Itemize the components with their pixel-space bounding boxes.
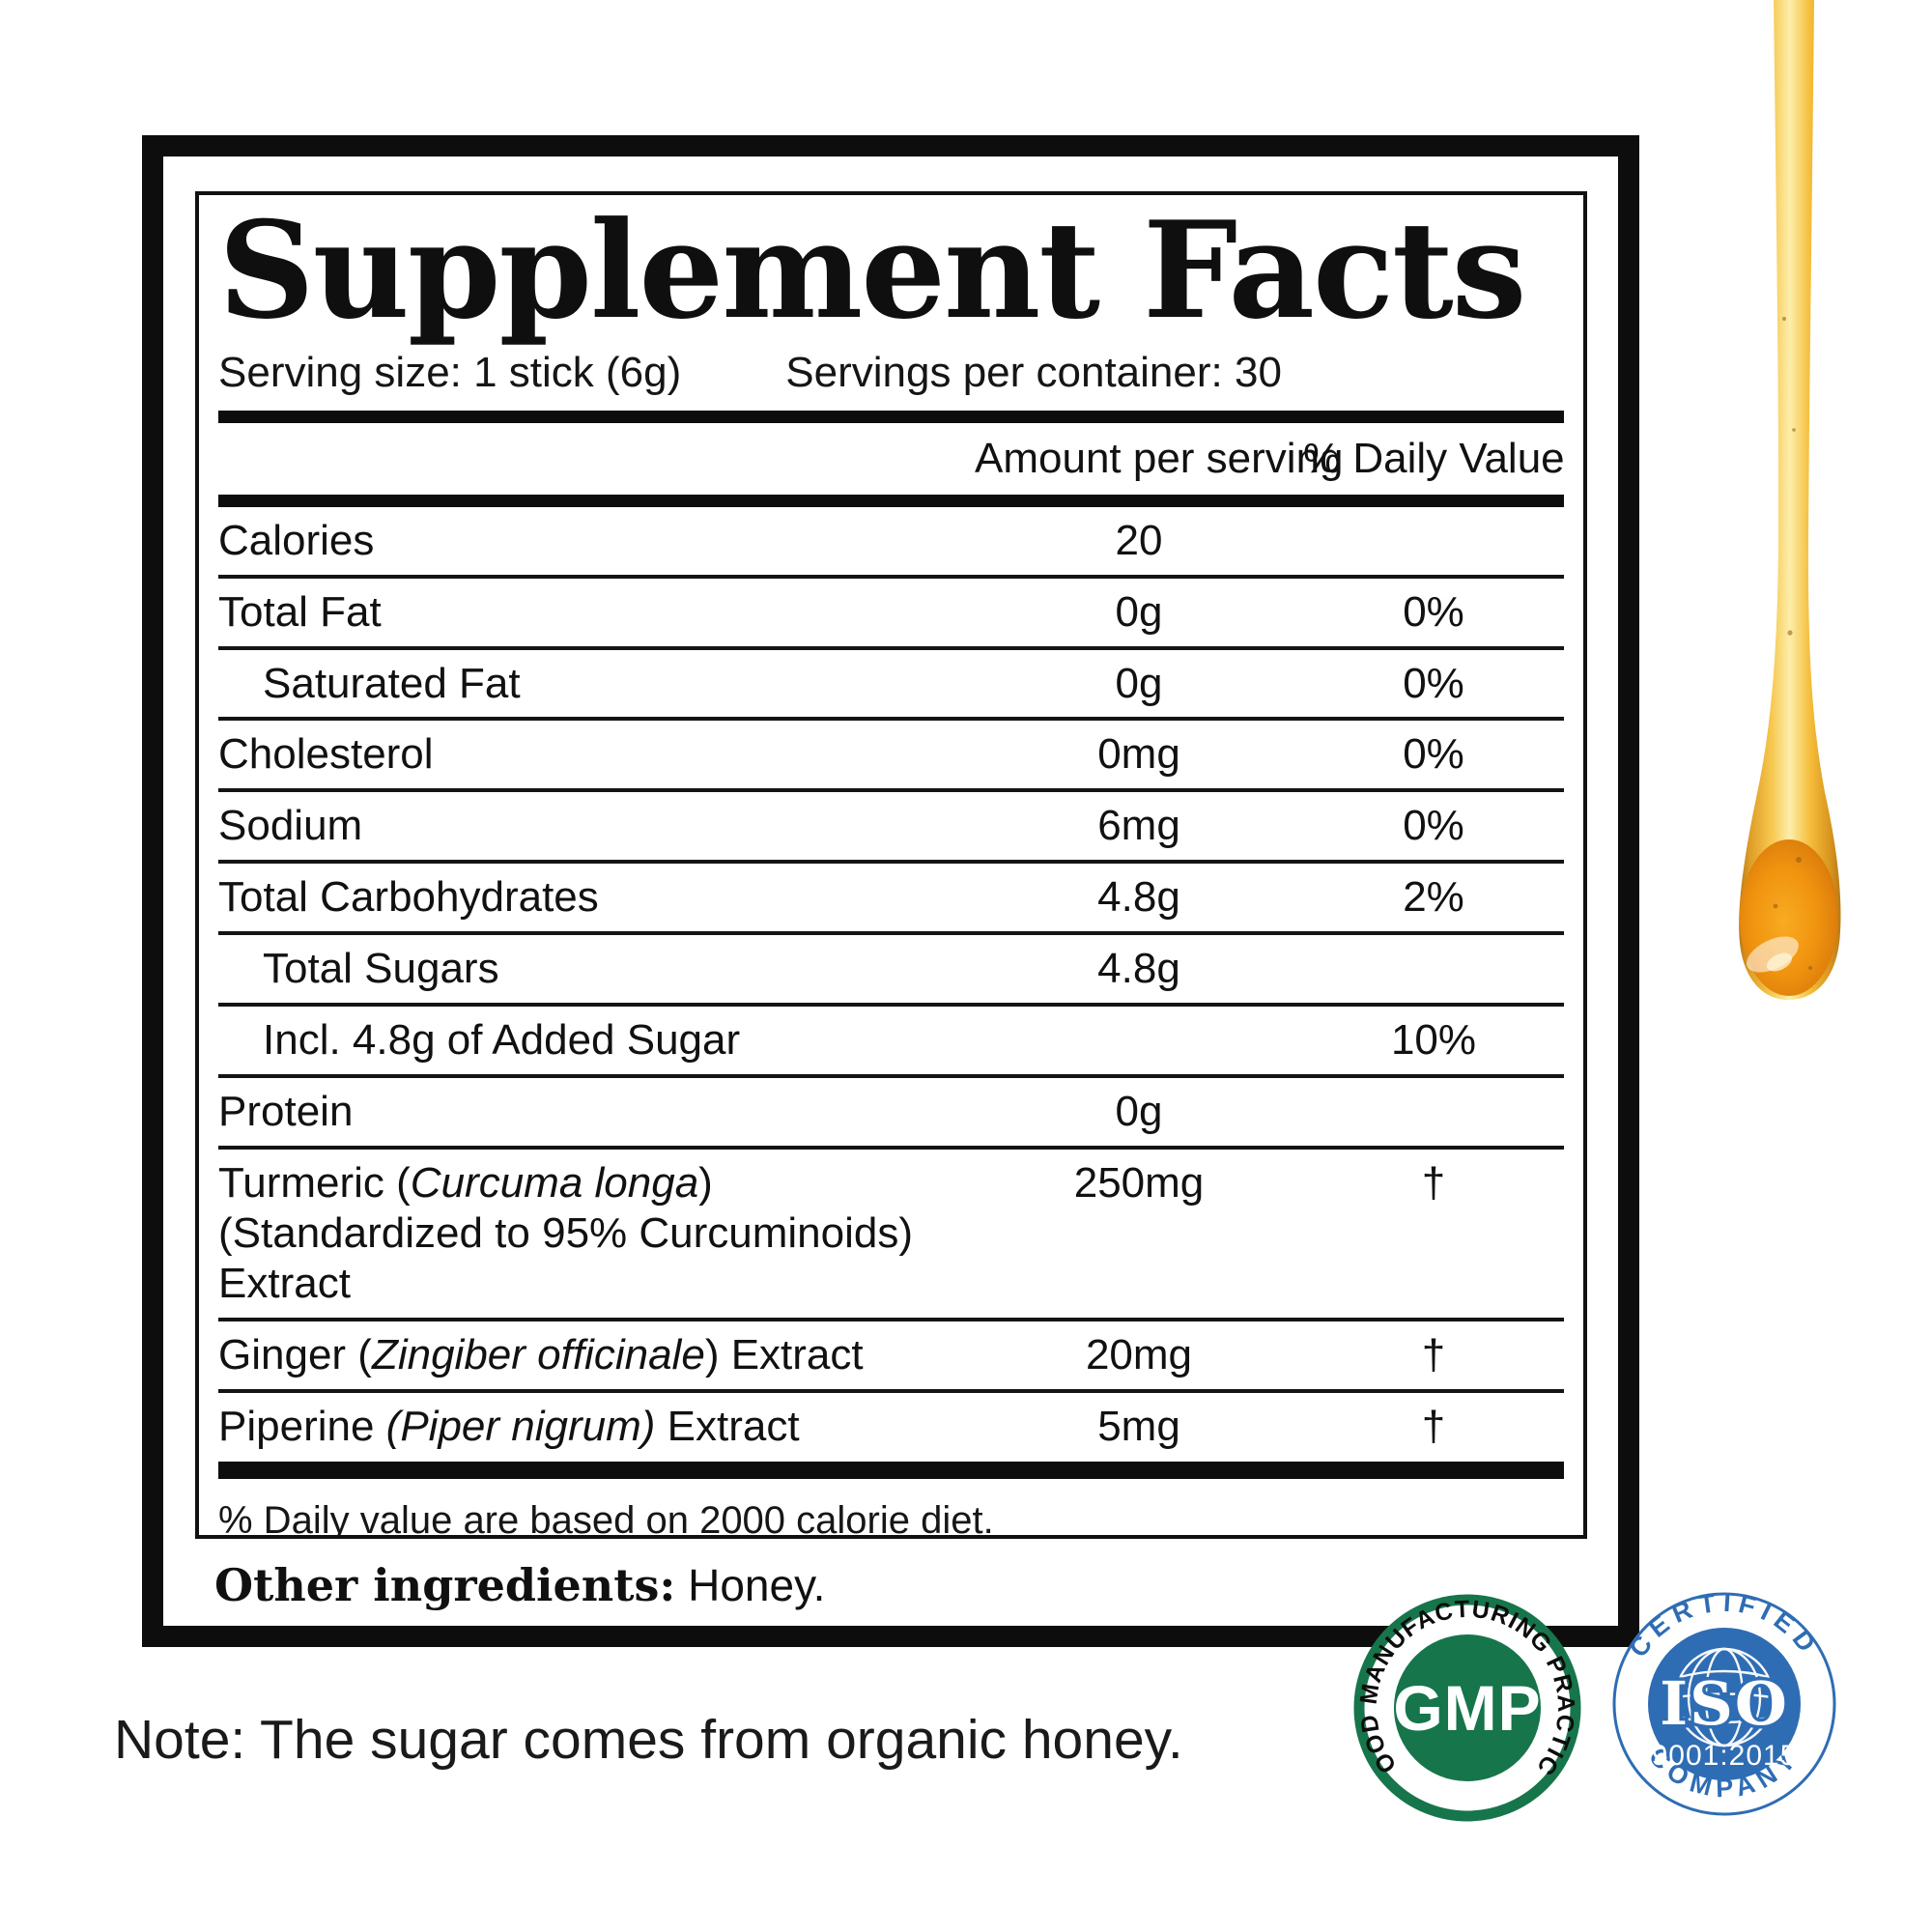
column-header-amount: Amount per serving: [975, 434, 1344, 482]
row-daily-value: †: [1421, 1158, 1446, 1207]
row-label: Total Carbohydrates: [218, 873, 599, 922]
row-label: Calories: [218, 516, 375, 564]
row-label: Turmeric (Curcuma longa) (Standardized t…: [218, 1158, 914, 1307]
row-amount: 0g: [1115, 659, 1163, 707]
row-label: Protein: [218, 1088, 354, 1135]
row-daily-value: †: [1421, 1330, 1446, 1378]
serving-info: Serving size: 1 stick (6g) Servings per …: [218, 349, 1564, 397]
other-ingredients-label: Other ingredients:: [214, 1559, 676, 1611]
iso-badge: CERTIFIED COMPANY ISO 9001:2015: [1612, 1589, 1836, 1816]
footnote-dv-basis: % Daily value are based on 2000 calorie …: [218, 1499, 994, 1539]
table-row: Total Fat 0g 0%: [218, 579, 1564, 646]
table-row: Cholesterol 0mg 0%: [218, 721, 1564, 788]
row-label: Piperine (Piper nigrum) Extract: [218, 1402, 800, 1450]
separator: [218, 574, 1564, 579]
row-amount: 250mg: [1073, 1158, 1205, 1207]
separator: [218, 788, 1564, 793]
row-amount: 4.8g: [1097, 945, 1180, 993]
label-title: Supplement Facts: [218, 191, 1526, 349]
separator: [218, 860, 1564, 865]
row-amount: 5mg: [1097, 1402, 1180, 1450]
row-amount: 20mg: [1085, 1330, 1193, 1378]
row-daily-value: 0%: [1403, 730, 1464, 779]
facts-table: Calories 20 Total Fat 0g 0% Saturated Fat 0g 0%…: [218, 507, 1564, 1461]
servings-per-container: Servings per container: 30: [785, 348, 1282, 396]
table-row: Protein 0g: [218, 1078, 1564, 1146]
gmp-center-text: GMP: [1393, 1672, 1541, 1744]
row-amount: 0mg: [1097, 730, 1180, 779]
row-label: Incl. 4.8g of Added Sugar: [263, 1016, 741, 1065]
separator: [218, 1074, 1564, 1078]
row-daily-value: 2%: [1403, 873, 1464, 922]
table-row: Calories 20: [218, 507, 1564, 575]
other-ingredients-value: Honey.: [688, 1560, 826, 1610]
supplement-facts-panel: Supplement Facts Serving size: 1 stick (…: [195, 191, 1587, 1539]
iso-subtext: 9001:2015: [1652, 1740, 1798, 1772]
table-row: Incl. 4.8g of Added Sugar 10%: [218, 1007, 1564, 1074]
table-row: Piperine (Piper nigrum) Extract 5mg †: [218, 1393, 1564, 1461]
row-label: Saturated Fat: [263, 659, 521, 707]
thick-bar: [218, 410, 1564, 423]
row-daily-value: 0%: [1403, 587, 1464, 636]
row-label: Sodium: [218, 802, 363, 850]
iso-globe-icon: [1674, 1647, 1775, 1747]
row-amount: 4.8g: [1097, 873, 1180, 922]
separator: [218, 1003, 1564, 1008]
table-row: Ginger (Zingiber officinale) Extract 20mg…: [218, 1321, 1564, 1389]
row-amount: 0g: [1115, 1088, 1163, 1135]
iso-center-text: ISO: [1660, 1668, 1789, 1739]
separator: [218, 645, 1564, 650]
table-header-row: Amount per serving % Daily Value: [218, 423, 1565, 495]
note-text: Note: The sugar comes from organic honey…: [114, 1709, 1183, 1771]
table-row: Sodium 6mg 0%: [218, 792, 1564, 860]
table-row: Saturated Fat 0g 0%: [218, 650, 1564, 718]
row-amount: 6mg: [1097, 802, 1180, 850]
row-daily-value: 0%: [1403, 659, 1464, 707]
column-header-daily-value: % Daily Value: [1303, 434, 1565, 482]
row-label: Ginger (Zingiber officinale) Extract: [218, 1330, 864, 1378]
thick-bar: [218, 494, 1564, 507]
row-label: Total Sugars: [263, 945, 499, 993]
table-row: Total Carbohydrates 4.8g 2%: [218, 864, 1564, 931]
thick-bar: [218, 1462, 1564, 1480]
separator: [218, 1317, 1564, 1321]
row-daily-value: †: [1421, 1402, 1446, 1450]
row-daily-value: 10%: [1390, 1016, 1477, 1065]
separator: [218, 931, 1564, 936]
row-amount: 0g: [1115, 587, 1163, 636]
table-row: Total Sugars 4.8g: [218, 935, 1564, 1003]
row-label: Total Fat: [218, 587, 382, 636]
row-amount: 20: [1115, 516, 1163, 564]
serving-size: Serving size: 1 stick (6g): [218, 348, 682, 396]
row-daily-value: 0%: [1403, 802, 1464, 850]
gmp-badge: GOOD MANUFACTURING PRACTICE GMP: [1351, 1592, 1581, 1822]
table-row: Turmeric (Curcuma longa) (Standardized t…: [218, 1150, 1564, 1318]
footnotes: % Daily value are based on 2000 calorie …: [218, 1494, 1564, 1539]
row-label: Cholesterol: [218, 730, 434, 779]
separator: [218, 1388, 1564, 1393]
other-ingredients: Other ingredients: Honey.: [214, 1559, 825, 1611]
honey-drip-image: [1739, 0, 1841, 1001]
separator: [218, 1145, 1564, 1150]
separator: [218, 717, 1564, 722]
